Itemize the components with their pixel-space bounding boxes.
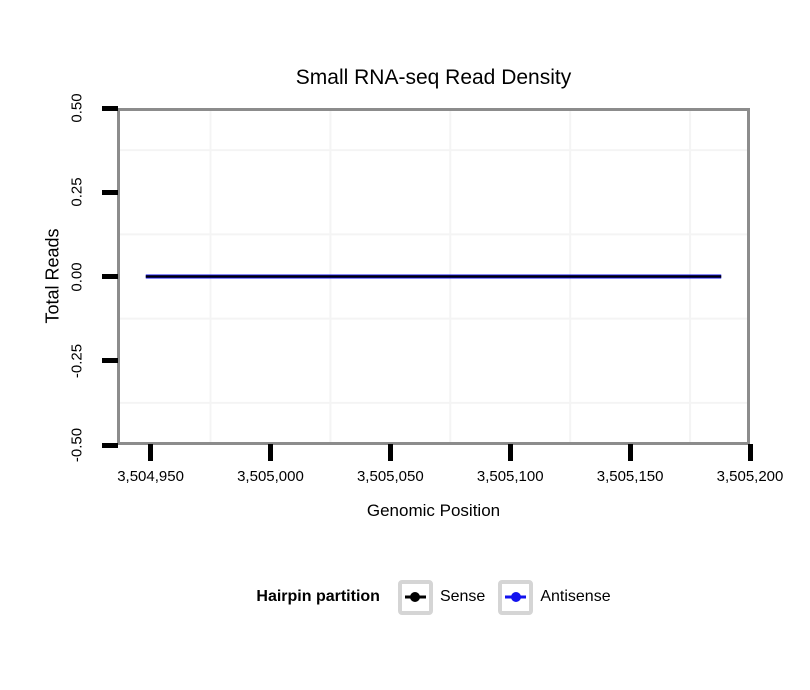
- y-tick: [102, 105, 118, 111]
- x-tick-label: 3,505,050: [356, 468, 424, 485]
- x-axis-title: Genomic Position: [366, 501, 501, 520]
- x-tick-label: 3,505,000: [237, 468, 304, 485]
- chart-canvas: [120, 111, 747, 442]
- y-tick-label: -0.50: [68, 427, 86, 463]
- legend-key-antisense: [498, 579, 534, 615]
- x-tick: [507, 444, 513, 461]
- x-tick: [267, 444, 273, 461]
- legend-item-sense: Sense: [397, 579, 486, 615]
- x-tick-label: 3,505,200: [716, 468, 784, 485]
- y-tick-label: 0.50: [68, 93, 86, 123]
- y-tick: [102, 442, 118, 448]
- legend-title: Hairpin partition: [256, 588, 380, 605]
- y-tick: [102, 189, 118, 195]
- x-tick: [627, 444, 633, 461]
- y-axis-title: Total Reads: [42, 228, 63, 324]
- y-tick-label: -0.25: [68, 343, 86, 378]
- x-tick-label: 3,505,100: [476, 468, 544, 485]
- x-tick-label: 3,504,950: [117, 468, 184, 485]
- legend-label-sense: Sense: [439, 588, 486, 605]
- legend-label-antisense: Antisense: [540, 588, 611, 605]
- legend: Hairpin partition Sense Antisense: [117, 578, 750, 616]
- legend-key-sense: [397, 579, 433, 615]
- x-tick: [747, 444, 753, 461]
- y-tick-label: 0.00: [68, 261, 86, 292]
- legend-item-antisense: Antisense: [498, 579, 611, 615]
- y-tick-label: 0.25: [68, 177, 86, 207]
- point-icon: [510, 592, 521, 602]
- x-tick: [148, 444, 154, 461]
- chart-title: Small RNA-seq Read Density: [295, 66, 572, 89]
- x-tick: [387, 444, 393, 461]
- x-tick-label: 3,505,150: [596, 468, 664, 485]
- y-tick: [102, 358, 118, 364]
- y-tick: [102, 274, 118, 279]
- point-icon: [410, 592, 421, 602]
